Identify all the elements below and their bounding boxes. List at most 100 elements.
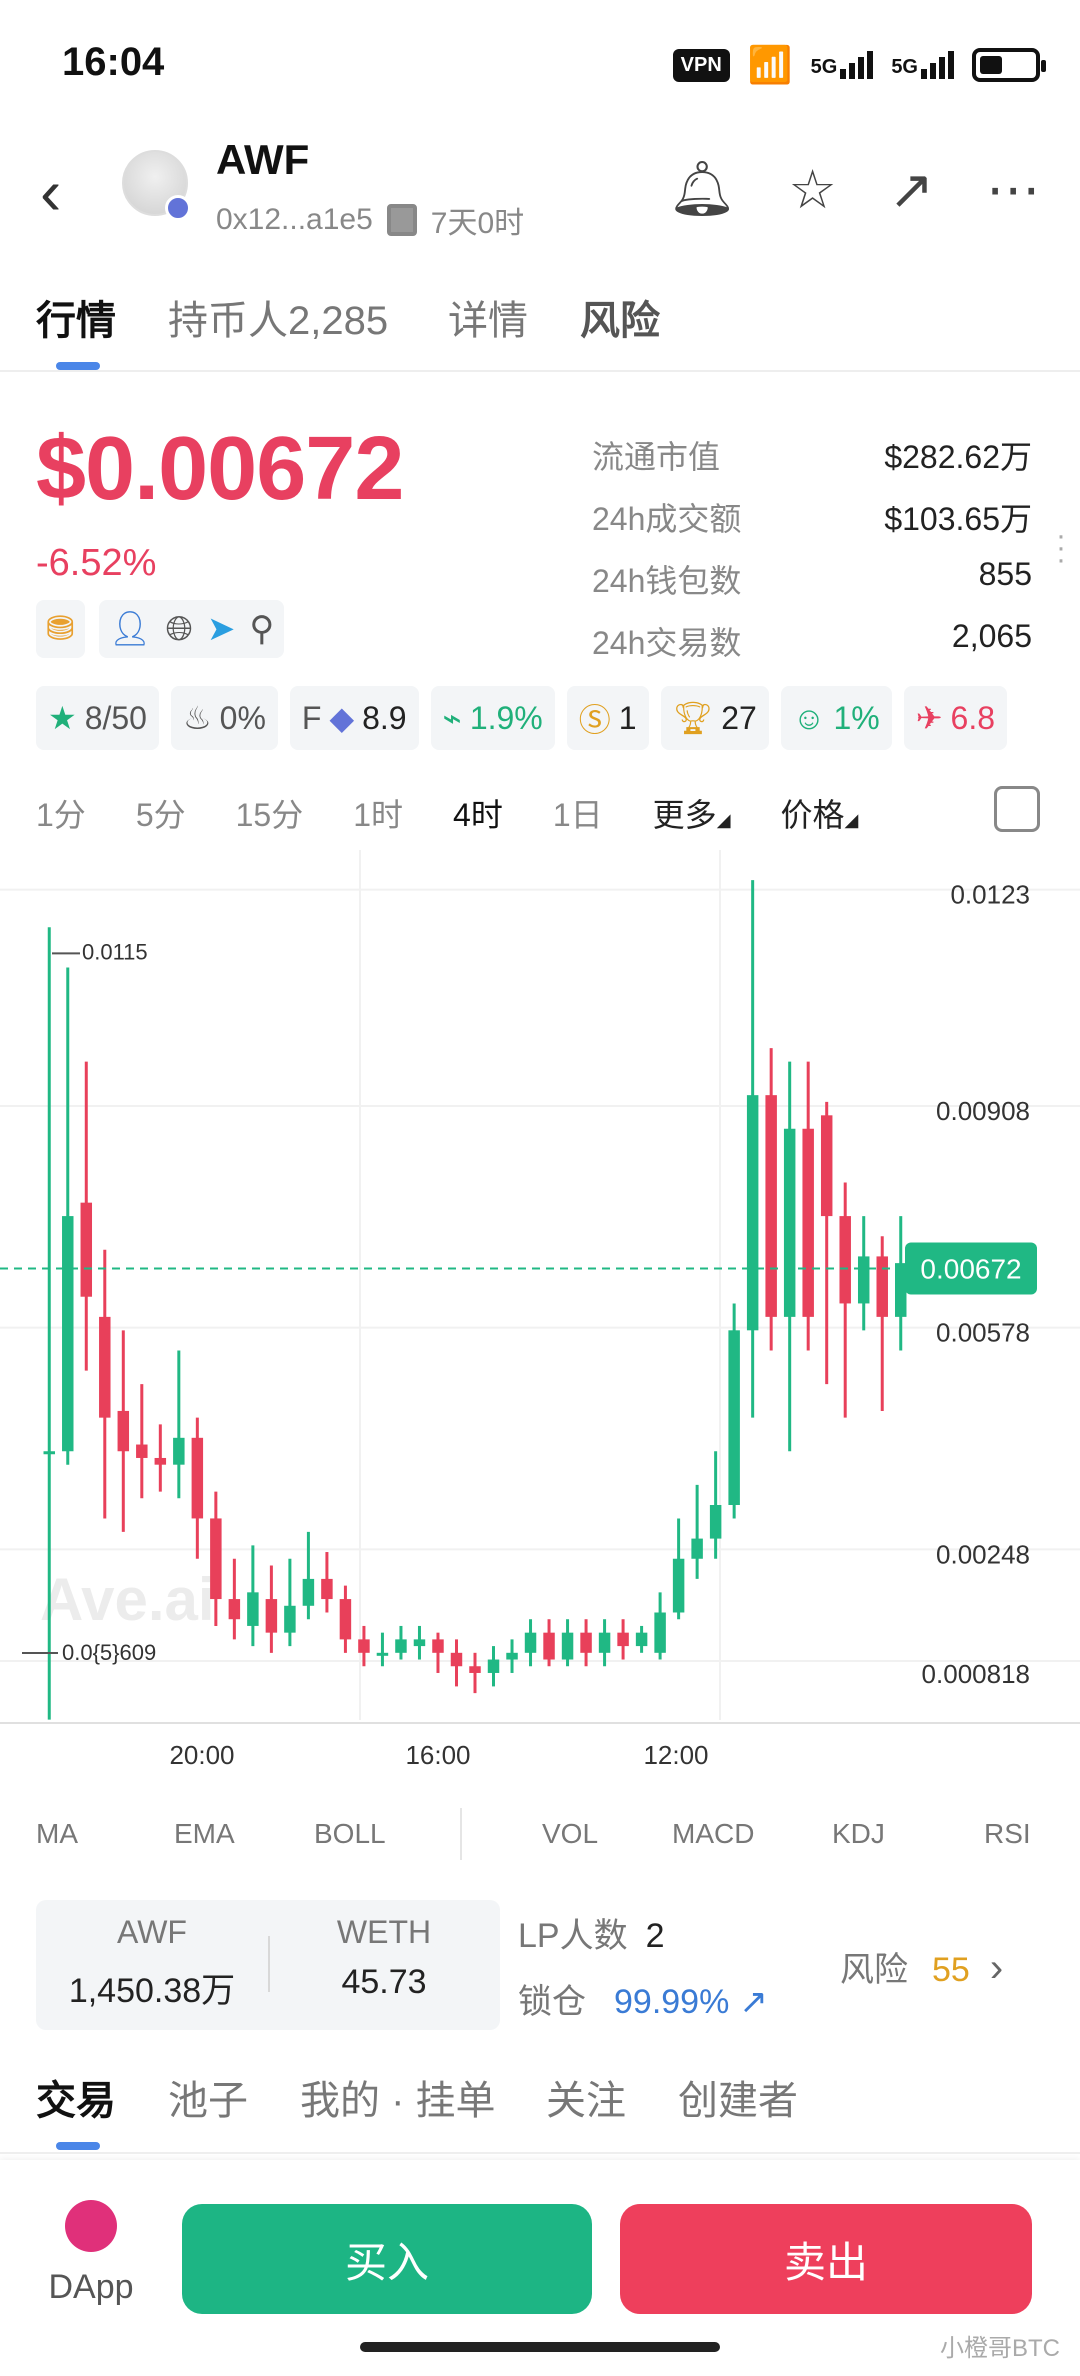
candle-body — [765, 1095, 777, 1317]
candle-body — [358, 1639, 370, 1653]
ghost-icon: ☺ — [792, 699, 826, 736]
buy-button[interactable]: 买入 — [182, 2204, 592, 2314]
tab-market[interactable]: 行情 — [36, 299, 116, 343]
interval-1m[interactable]: 1分 — [36, 797, 86, 833]
share-icon[interactable]: ↗ — [888, 160, 934, 220]
home-indicator[interactable] — [360, 2342, 720, 2352]
metric-top-holders[interactable]: ★ 8/50 — [36, 686, 159, 750]
indicator-vol[interactable]: VOL — [542, 1818, 599, 1849]
interval-4h[interactable]: 4时 — [453, 797, 503, 833]
indicator-ma[interactable]: MA — [36, 1818, 78, 1849]
dapp-button[interactable]: DApp — [36, 2200, 146, 2307]
tab-details[interactable]: 详情 — [448, 299, 528, 343]
more-vertical-icon[interactable]: · · · — [1056, 519, 1066, 576]
tab-pool[interactable]: 池子 — [168, 2079, 248, 2123]
sell-button[interactable]: 卖出 — [620, 2204, 1032, 2314]
lock-row[interactable]: 锁仓 99.99% ↗ — [518, 1983, 768, 2021]
x-axis-label: 12:00 — [643, 1740, 708, 1770]
signal-icon-2: 5G — [891, 51, 954, 79]
candle-body — [524, 1632, 537, 1653]
lp-count-row: LP人数 2 — [518, 1917, 665, 1955]
tab-indicator — [56, 362, 100, 370]
indicator-macd[interactable]: MACD — [672, 1818, 755, 1849]
metric-snipers[interactable]: ⌁ 1.9% — [430, 686, 555, 750]
metric-rocket[interactable]: ✈ 6.8 — [903, 686, 1007, 750]
candle-body — [487, 1659, 500, 1673]
tab-risk[interactable]: 风险 — [580, 299, 660, 343]
current-price-label: 0.00672 — [920, 1254, 1021, 1285]
metric-fees[interactable]: F ◆ 8.9 — [289, 686, 419, 750]
wifi-icon: 📶 — [747, 44, 793, 85]
tab-follow[interactable]: 关注 — [546, 2079, 626, 2123]
star-icon[interactable]: ☆ — [788, 160, 837, 220]
candle-body — [413, 1639, 426, 1647]
candle-body — [746, 1095, 759, 1331]
user-icon[interactable]: 👤︎ — [108, 610, 152, 648]
indicator-bar: MA EMA BOLL VOL MACD KDJ RSI — [0, 1808, 1080, 1864]
metric-dev[interactable]: ♨ 0% — [170, 686, 278, 750]
candle-body — [561, 1632, 574, 1660]
metric-money[interactable]: Ⓢ 1 — [566, 686, 649, 750]
external-link-icon[interactable]: ↗ — [739, 1983, 768, 2021]
gun-icon: ⌁ — [442, 700, 462, 736]
candle-body — [876, 1256, 888, 1317]
watermark: 小橙哥BTC — [940, 2335, 1060, 2362]
candle-body — [376, 1652, 389, 1656]
back-icon[interactable]: ‹ — [40, 156, 62, 228]
interval-1h[interactable]: 1时 — [353, 797, 404, 833]
candle-body — [635, 1632, 648, 1647]
price-chart[interactable]: Ave.ai 0.00672 0.0123 0.00908 0.00578 0.00248… — [0, 850, 1080, 1770]
search-icon[interactable]: ⚲ — [249, 610, 275, 648]
candle-body — [802, 1128, 814, 1317]
indicator-boll[interactable]: BOLL — [314, 1818, 386, 1849]
candle-body — [654, 1612, 666, 1653]
telegram-icon[interactable]: ➤ — [206, 610, 236, 648]
candlestick-chart[interactable]: Ave.ai 0.00672 0.0123 0.00908 0.00578 0.00248… — [0, 850, 1080, 1770]
globe-icon[interactable]: 🌐︎ — [165, 609, 193, 648]
chevron-right-icon: › — [989, 1946, 1004, 1990]
interval-selector: 1分 5分 15分 1时 4时 1日 更多◢ 价格◢ — [36, 790, 908, 836]
tab-creator[interactable]: 创建者 — [678, 2079, 798, 2123]
candle-body — [598, 1632, 611, 1653]
pool-token-a: AWF 1,450.38万 — [68, 1914, 236, 2010]
caret-down-icon: ◢ — [716, 810, 731, 830]
stat-row: 24h交易数 2,065 — [592, 618, 1032, 661]
interval-more[interactable]: 更多◢ — [652, 797, 731, 833]
header-actions: 🔔︎ ☆ ↗ ⋯ — [668, 158, 1040, 221]
y-axis-label: 0.0123 — [950, 880, 1030, 910]
low-label: 0.0{5}609 — [62, 1640, 156, 1665]
candle-body — [709, 1505, 722, 1539]
candle-body — [302, 1578, 315, 1606]
candle-body — [506, 1652, 518, 1660]
candle-body — [154, 1457, 167, 1465]
candle-body — [820, 1115, 833, 1217]
coins-chip[interactable]: ⛃ — [36, 600, 85, 658]
interval-15m[interactable]: 15分 — [235, 797, 304, 833]
tab-trades[interactable]: 交易 — [36, 2079, 116, 2123]
price-toggle[interactable]: 价格◢ — [780, 797, 859, 833]
main-tabs: 行情 持币人2,285 详情 风险 — [0, 282, 1080, 372]
interval-5m[interactable]: 5分 — [135, 797, 186, 833]
bell-icon[interactable]: 🔔︎ — [667, 159, 737, 219]
metric-trophy[interactable]: 🏆︎ 27 — [660, 686, 769, 750]
candle-body — [469, 1666, 481, 1673]
metric-ghost[interactable]: ☺ 1% — [780, 686, 892, 750]
more-icon[interactable]: ⋯ — [986, 160, 1040, 220]
candle-body — [210, 1518, 222, 1600]
candle-body — [543, 1632, 555, 1660]
indicator-rsi[interactable]: RSI — [984, 1818, 1031, 1849]
copy-icon[interactable] — [386, 204, 417, 236]
tab-holders[interactable]: 持币人2,285 — [168, 299, 389, 343]
tab-my-orders[interactable]: 我的 · 挂单 — [300, 2079, 496, 2123]
indicator-kdj[interactable]: KDJ — [832, 1818, 885, 1849]
trophy-icon: 🏆︎ — [672, 700, 714, 736]
user-star-icon: ★ — [48, 700, 77, 736]
interval-1d[interactable]: 1日 — [552, 797, 603, 833]
indicator-ema[interactable]: EMA — [174, 1818, 235, 1849]
x-axis-label: 20:00 — [169, 1740, 234, 1770]
chart-settings-icon[interactable] — [994, 786, 1040, 832]
y-axis-label: 0.000818 — [922, 1659, 1030, 1689]
social-chips: ⛃ 👤︎ 🌐︎ ➤ ⚲ — [36, 600, 285, 658]
risk-score[interactable]: 风险 55 › — [840, 1946, 1004, 1990]
tab-indicator — [56, 2142, 100, 2150]
